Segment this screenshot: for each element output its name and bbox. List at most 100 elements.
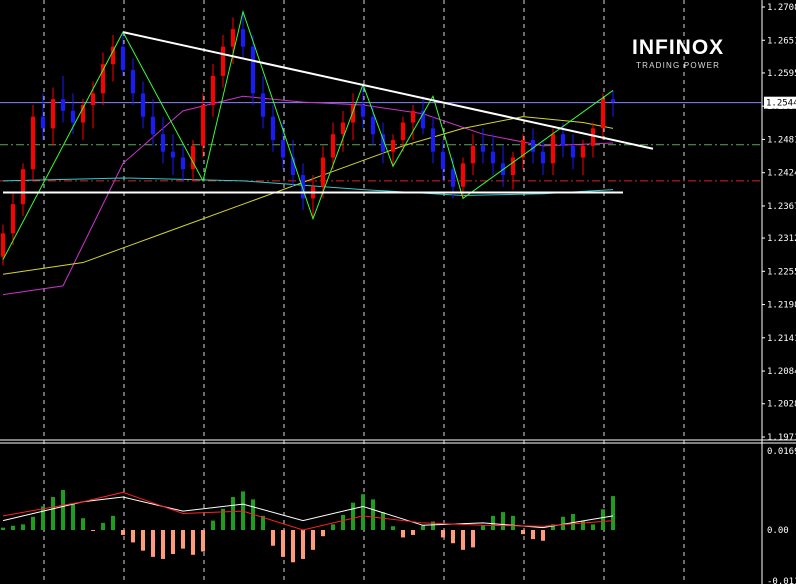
macd-histogram-bar <box>451 530 455 544</box>
macd-histogram-bar <box>301 530 305 559</box>
candle-body <box>461 163 465 187</box>
candle-body <box>341 122 345 135</box>
current-price-tag <box>764 96 796 109</box>
macd-histogram-bar <box>131 530 135 543</box>
candle-body <box>271 116 275 141</box>
candle-body <box>281 140 285 158</box>
candle-body <box>581 145 585 158</box>
macd-histogram-bar <box>211 520 215 530</box>
candle-body <box>141 93 145 117</box>
macd-histogram-bar <box>151 530 155 557</box>
candle-body <box>171 151 175 158</box>
moving-average-line <box>2 116 614 275</box>
candle-body <box>381 134 385 152</box>
moving-average-line <box>2 95 614 296</box>
macd-histogram-bar <box>181 530 185 549</box>
candle-body <box>211 75 215 106</box>
candle-body <box>551 134 555 164</box>
macd-histogram-bar <box>541 530 545 541</box>
price-axis-label: 1.2084 <box>767 367 796 377</box>
macd-histogram-bar <box>481 525 485 530</box>
macd-histogram-bar <box>381 512 385 530</box>
candle-body <box>331 134 335 158</box>
broker-tagline: TRADING POWER <box>636 61 721 70</box>
macd-histogram-bar <box>201 530 205 552</box>
candle-body <box>201 105 205 146</box>
macd-histogram-bar <box>321 530 325 537</box>
macd-histogram-bar <box>341 514 345 530</box>
macd-histogram-bar <box>531 530 535 540</box>
macd-histogram-bar <box>521 530 525 535</box>
candle-body <box>601 99 605 129</box>
candle-body <box>491 151 495 164</box>
candle-body <box>571 145 575 158</box>
macd-histogram-bar <box>491 515 495 530</box>
macd-histogram-bar <box>141 530 145 551</box>
macd-histogram-bar <box>291 530 295 563</box>
macd-histogram-bar <box>31 516 35 530</box>
candle-body <box>421 110 425 129</box>
macd-histogram-bar <box>581 520 585 530</box>
macd-histogram-bar <box>561 516 565 530</box>
price-axis-label: 1.2255 <box>767 267 796 277</box>
price-axis-label: 1.2367 <box>767 202 796 212</box>
macd-histogram-bar <box>311 530 315 550</box>
macd-histogram-bar <box>351 502 355 530</box>
macd-histogram-bar <box>191 530 195 555</box>
macd-histogram-bar <box>511 515 515 530</box>
candle-body <box>371 116 375 135</box>
macd-histogram-bar <box>391 526 395 530</box>
macd-histogram-bar <box>81 518 85 530</box>
candle-body <box>1 233 5 257</box>
candle-body <box>351 105 355 123</box>
macd-histogram-bar <box>221 508 225 530</box>
candle-body <box>181 157 185 170</box>
broker-name: INFINOX <box>632 36 725 59</box>
candle-body <box>321 157 325 187</box>
macd-histogram-bar <box>231 497 235 530</box>
candle-body <box>191 145 195 170</box>
trendline <box>122 31 654 150</box>
macd-histogram-bar <box>421 525 425 530</box>
macd-histogram-bar <box>461 530 465 550</box>
candle-body <box>391 140 395 152</box>
candle-body <box>111 46 115 65</box>
macd-histogram-bar <box>281 530 285 557</box>
macd-histogram-bar <box>601 509 605 530</box>
candle-body <box>511 157 515 176</box>
candle-body <box>71 110 75 123</box>
macd-histogram-bar <box>171 530 175 554</box>
candle-body <box>481 145 485 152</box>
candle-body <box>261 93 265 117</box>
broker-logo: INFINOX TRADING POWER <box>632 36 724 70</box>
candle-body <box>411 110 415 123</box>
candle-body <box>41 116 45 129</box>
macd-histogram-bar <box>411 530 415 535</box>
macd-histogram-bar <box>11 525 15 530</box>
candle-body <box>361 105 365 117</box>
macd-line <box>2 496 614 529</box>
macd-histogram-bar <box>271 530 275 546</box>
candle-body <box>21 169 25 205</box>
macd-histogram-bar <box>361 494 365 530</box>
candle-body <box>301 175 305 199</box>
candle-body <box>431 128 435 152</box>
candle-body <box>131 70 135 94</box>
macd-histogram-bar <box>161 530 165 559</box>
candle-body <box>591 128 595 146</box>
candle-body <box>221 46 225 76</box>
macd-histogram-bar <box>21 524 25 530</box>
candle-body <box>231 29 235 47</box>
macd-histogram-bar <box>441 530 445 538</box>
candle-body <box>521 140 525 158</box>
macd-histogram-bar <box>551 524 555 530</box>
macd-histogram-bar <box>91 530 95 531</box>
candle-body <box>61 99 65 111</box>
candle-body <box>291 157 295 176</box>
candle-body <box>241 29 245 47</box>
price-axis-label: 1.2312 <box>767 234 796 244</box>
macd-histogram-bar <box>591 524 595 530</box>
